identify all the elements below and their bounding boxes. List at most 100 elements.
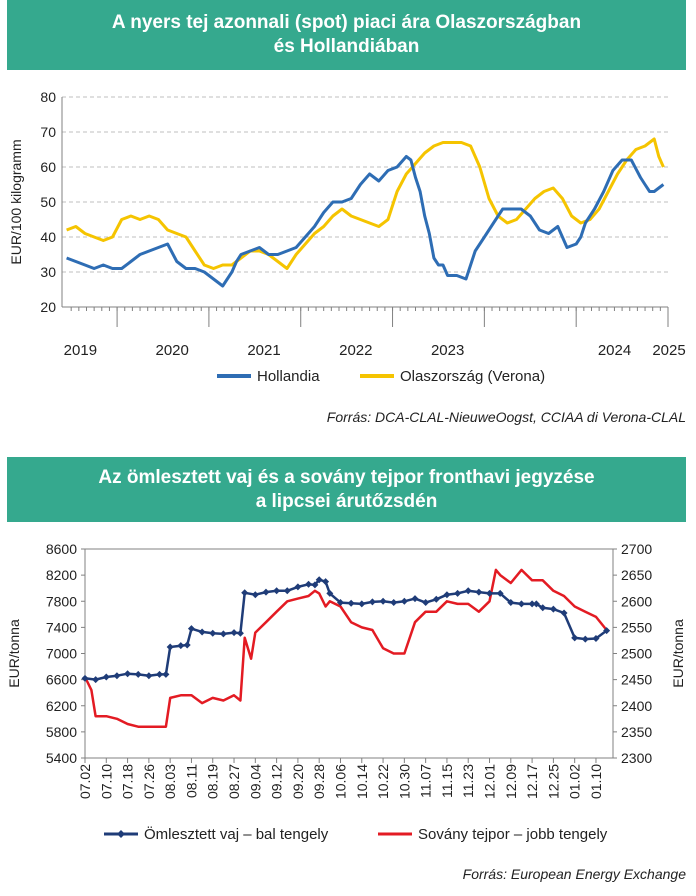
chart2-butter-marker — [311, 581, 319, 589]
chart2-y-right-tick-label: 2650 — [621, 567, 652, 583]
chart1-x-tick-label: 2023 — [431, 342, 464, 359]
chart2-butter-marker — [390, 599, 398, 607]
chart2-butter-marker — [262, 588, 270, 596]
chart2-butter-marker — [528, 600, 536, 608]
chart2-x-tick-label: 08.03 — [162, 764, 178, 799]
chart2-butter-marker — [251, 591, 259, 599]
chart2-butter-marker — [326, 589, 334, 597]
chart2-butter-marker — [539, 604, 547, 612]
chart2-y-right-tick-label: 2500 — [621, 646, 652, 662]
chart2-x-tick-label: 12.01 — [482, 764, 498, 799]
chart2-y-left-tick-label: 7000 — [46, 646, 77, 662]
chart2-y-right-tick-label: 2450 — [621, 672, 652, 688]
chart2-y-left-tick-label: 6200 — [46, 698, 77, 714]
chart2-source: Forrás: European Energy Exchange — [462, 866, 686, 882]
chart1-series-hollandia — [66, 155, 665, 288]
chart1-y-axis-label: EUR/100 kilogramm — [8, 139, 24, 264]
chart2-butter-marker — [496, 589, 504, 597]
chart1-x-tick-label: 2024 — [598, 342, 631, 359]
chart2-x-tick-label: 01.10 — [588, 764, 604, 799]
chart2-butter-marker — [358, 600, 366, 608]
chart2-x-tick-label: 01.02 — [567, 764, 583, 799]
chart2-butter-marker — [603, 627, 611, 635]
chart2-butter-marker — [571, 634, 579, 642]
chart1-source: Forrás: DCA-CLAL-NieuweOogst, CCIAA di V… — [326, 409, 686, 425]
chart2-x-tick-label: 07.02 — [77, 764, 93, 799]
chart2-butter-marker — [187, 625, 195, 633]
chart2-butter-marker — [162, 670, 170, 678]
chart2-butter-marker — [92, 676, 100, 684]
chart1-y-tick-label: 60 — [40, 159, 56, 175]
chart2-butter-marker — [219, 630, 227, 638]
chart2-butter-marker — [305, 580, 313, 588]
chart2-x-tick-label: 09.12 — [269, 764, 285, 799]
chart2-plot: 5400 5800 6200 6600 7000 7400 7800 8200 8600 2300… — [6, 541, 686, 843]
chart2-x-tick-label: 07.26 — [141, 764, 157, 799]
chart2-butter-marker — [581, 635, 589, 643]
chart2-title-line1: Az ömlesztett vaj és a sovány tejpor fro… — [98, 466, 595, 488]
chart2-butter-marker — [166, 643, 174, 651]
chart2-x-tick-label: 12.25 — [545, 764, 561, 799]
chart2-y-right-tick-label: 2350 — [621, 724, 652, 740]
chart1-y-tick-label: 30 — [40, 264, 56, 280]
chart2-y-left-tick-label: 7400 — [46, 619, 77, 635]
chart1-x-tick-label: 2020 — [155, 342, 188, 359]
chart2-butter-marker — [145, 672, 153, 680]
chart2-x-tick-label: 10.22 — [375, 764, 391, 799]
chart2-x-tick-label: 07.18 — [120, 764, 136, 799]
chart2-y-left-axis-label: EUR/tonna — [6, 619, 22, 688]
chart2-butter-marker — [209, 629, 217, 637]
chart2-y-right-tick-label: 2600 — [621, 593, 652, 609]
chart2-butter-marker — [156, 670, 164, 678]
chart2-butter-marker — [549, 605, 557, 613]
chart2-y-right-tick-label: 2400 — [621, 698, 652, 714]
chart2-butter-marker — [283, 587, 291, 595]
chart2-series-omlesztett-vaj — [84, 578, 608, 681]
chart1-x-tick-label: 2021 — [247, 342, 280, 359]
chart2-butter-marker — [241, 589, 249, 597]
chart1-title: A nyers tej azonnali (spot) piaci ára Ol… — [7, 0, 686, 70]
chart2-butter-marker — [411, 595, 419, 603]
chart2-x-tick-label: 09.04 — [247, 764, 263, 799]
chart2-butter-marker — [322, 578, 330, 586]
chart2-legend-label-smp: Sovány tejpor – jobb tengely — [418, 826, 608, 843]
chart1-plot: 20 30 40 50 60 70 80 2019 2020 2021 2022 2023 2024 20… — [8, 89, 686, 385]
chart2-butter-marker — [443, 591, 451, 599]
chart2-x-tick-label: 09.28 — [311, 764, 327, 799]
chart2-legend-label-butter: Ömlesztett vaj – bal tengely — [144, 825, 329, 843]
chart2-x-tick-label: 11.15 — [439, 764, 455, 798]
chart2-butter-marker — [475, 588, 483, 596]
chart2-butter-marker — [432, 595, 440, 603]
chart2-butter-marker — [560, 609, 568, 617]
chart2-butter-marker — [532, 600, 540, 608]
chart2-butter-marker — [517, 600, 525, 608]
chart2-butter-marker — [315, 576, 323, 584]
chart1-x-tick-label: 2022 — [339, 342, 372, 359]
chart2-x-tick-label: 07.10 — [98, 764, 114, 799]
chart2-y-right-tick-label: 2550 — [621, 619, 652, 635]
chart2-x-tick-label: 09.20 — [290, 764, 306, 799]
chart2-butter-marker — [124, 670, 132, 678]
chart2-y-right-axis-label: EUR/tonna — [670, 619, 686, 688]
chart2-x-tick-label: 10.30 — [396, 764, 412, 799]
chart2-butter-marker — [113, 672, 121, 680]
chart2-butter-marker — [422, 599, 430, 607]
chart1-y-tick-label: 40 — [40, 229, 56, 245]
chart2-butter-marker — [592, 634, 600, 642]
chart2-x-tick-label: 11.07 — [418, 764, 434, 798]
chart2-y-right-tick-label: 2300 — [621, 750, 652, 766]
chart2-butter-marker — [347, 599, 355, 607]
chart1-y-tick-label: 70 — [40, 124, 56, 140]
chart2-butter-marker — [336, 599, 344, 607]
chart2-y-right-tick-label: 2700 — [621, 541, 652, 557]
chart2-butter-marker — [379, 597, 387, 605]
chart2-butter-marker — [400, 597, 408, 605]
chart1-x-tick-label: 2019 — [64, 342, 97, 359]
chart2-butter-marker — [507, 599, 515, 607]
chart1-x-tick-label: 2025 — [652, 342, 685, 359]
chart2-x-tick-label: 10.06 — [332, 764, 348, 799]
chart2-title-line2: a lipcsei árutőzsdén — [255, 490, 438, 512]
chart2-butter-marker — [486, 589, 494, 597]
chart2-butter-marker — [454, 589, 462, 597]
chart2-y-left-tick-label: 6600 — [46, 672, 77, 688]
